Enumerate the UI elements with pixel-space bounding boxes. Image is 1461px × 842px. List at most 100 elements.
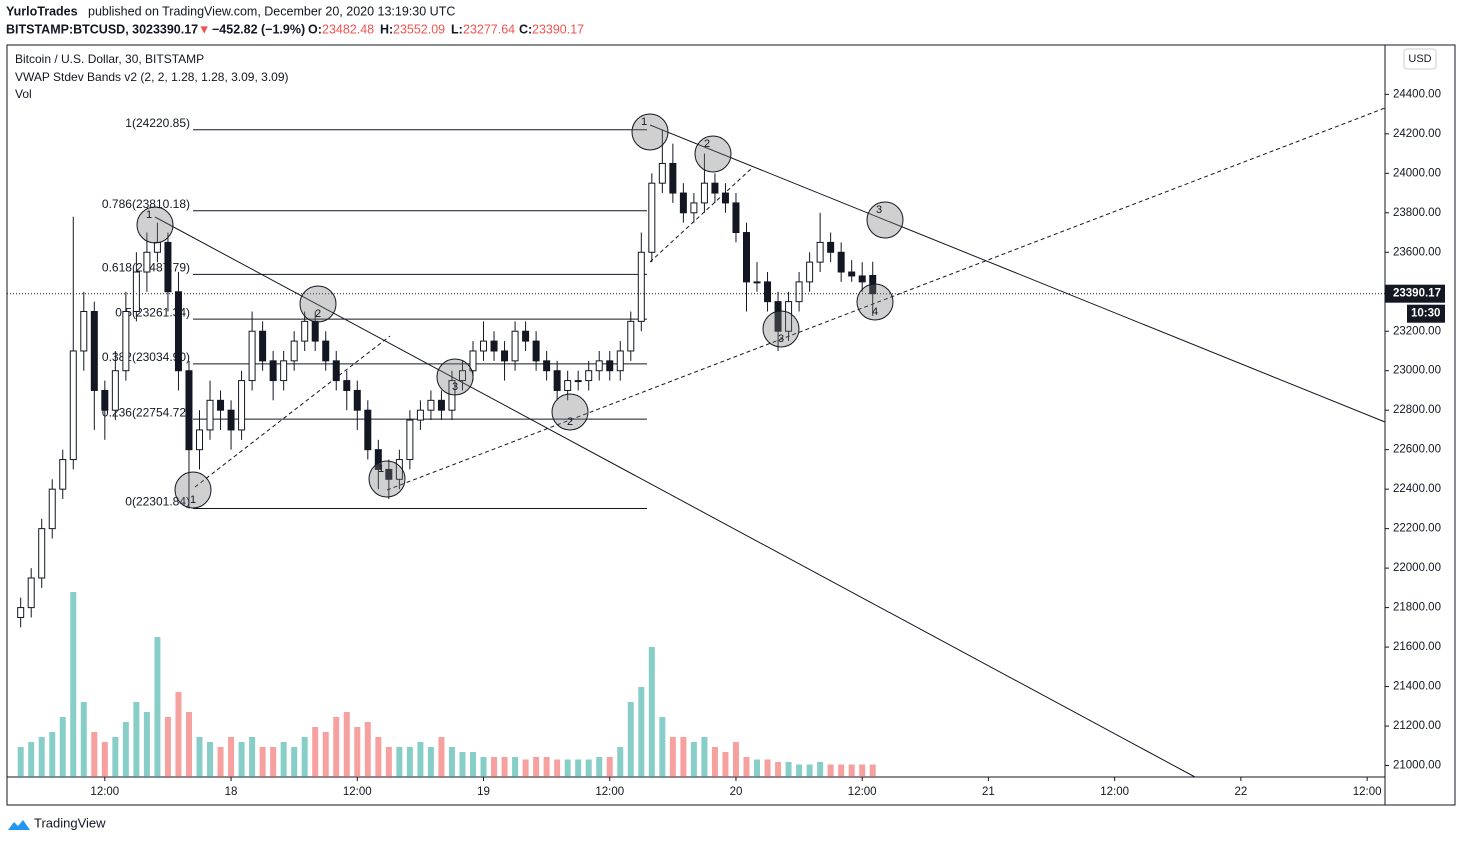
trend-line bbox=[194, 335, 391, 488]
volume-bar bbox=[375, 737, 382, 777]
candle-body bbox=[111, 370, 119, 411]
volume-bar bbox=[480, 757, 487, 777]
fib-label: 1(24220.85) bbox=[125, 116, 190, 130]
volume-bar bbox=[164, 717, 171, 777]
candle-body bbox=[322, 340, 330, 362]
h-label: H: bbox=[380, 22, 393, 36]
volume-bar bbox=[238, 742, 245, 777]
candle-body bbox=[59, 459, 67, 490]
volume-bar bbox=[438, 737, 445, 777]
volume-bar bbox=[28, 742, 35, 777]
countdown-box bbox=[1407, 304, 1445, 323]
pattern-point bbox=[631, 113, 669, 151]
currency[interactable]: USD bbox=[1408, 53, 1431, 65]
publisher: YurloTrades bbox=[6, 4, 78, 18]
l-value: 23277.64 bbox=[463, 22, 515, 36]
y-tick-label: 21800.00 bbox=[1393, 602, 1441, 614]
y-tick-label: 23200.00 bbox=[1393, 325, 1441, 337]
legend-series: Bitcoin / U.S. Dollar, 30, BITSTAMP bbox=[15, 52, 204, 66]
volume-bar bbox=[322, 732, 329, 777]
candle-body bbox=[490, 340, 498, 352]
candle-body bbox=[27, 577, 35, 609]
candle-body bbox=[690, 202, 698, 214]
l-label: L: bbox=[451, 22, 463, 36]
pattern-label: 2 bbox=[704, 138, 710, 150]
candle-body bbox=[217, 399, 225, 411]
o-value: 23482.48 bbox=[322, 22, 374, 36]
candle-body bbox=[195, 429, 203, 451]
pattern-point bbox=[694, 135, 732, 173]
currency-button[interactable] bbox=[1403, 48, 1437, 70]
candle-body bbox=[764, 281, 772, 303]
pattern-point bbox=[136, 206, 174, 244]
countdown: 10:30 bbox=[1411, 308, 1440, 320]
candle-body bbox=[374, 449, 382, 470]
candle-body bbox=[532, 340, 540, 362]
candle-body bbox=[332, 360, 340, 382]
o-label: O: bbox=[308, 22, 322, 36]
footer: TradingView bbox=[8, 815, 106, 830]
volume-bar bbox=[143, 712, 150, 777]
volume-bar bbox=[417, 742, 424, 777]
pattern-label: 3 bbox=[778, 333, 784, 345]
candle-body bbox=[343, 380, 351, 391]
legend-volume: Vol bbox=[15, 87, 32, 101]
volume-bar bbox=[364, 722, 371, 777]
volume-bar bbox=[396, 747, 403, 777]
candle-body bbox=[795, 281, 803, 303]
candle-body bbox=[837, 251, 845, 273]
pattern-label: 1 bbox=[146, 209, 152, 221]
last-price: 23390.17 bbox=[146, 22, 198, 36]
pattern-point bbox=[866, 201, 904, 239]
fib-label: 0(22301.84) bbox=[125, 495, 190, 509]
y-tick-label: 22400.00 bbox=[1393, 483, 1441, 495]
y-tick-label: 21000.00 bbox=[1393, 760, 1441, 772]
candle-body bbox=[574, 380, 582, 383]
volume-bar bbox=[469, 752, 476, 777]
y-tick-label: 22800.00 bbox=[1393, 404, 1441, 416]
legend-indicator: VWAP Stdev Bands v2 (2, 2, 1.28, 1.28, 3… bbox=[15, 70, 289, 84]
pattern-point bbox=[299, 285, 337, 323]
candle-body bbox=[132, 271, 140, 312]
volume-bar bbox=[606, 757, 613, 777]
candle-body bbox=[785, 301, 793, 332]
candle-body bbox=[122, 310, 130, 372]
pattern-label: 2 bbox=[567, 416, 573, 428]
volume-bar bbox=[196, 737, 203, 777]
candle-body bbox=[858, 275, 866, 283]
trend-lines bbox=[154, 107, 1386, 778]
volume-bar bbox=[312, 727, 319, 777]
volume-bar bbox=[533, 757, 540, 777]
volume-bar bbox=[648, 647, 655, 777]
trend-line bbox=[386, 107, 1386, 491]
volume-bar bbox=[175, 692, 182, 777]
volume-bar bbox=[564, 759, 571, 777]
volume-bar bbox=[859, 764, 866, 777]
y-tick-label: 23800.00 bbox=[1393, 207, 1441, 219]
candle-body bbox=[679, 192, 687, 214]
fib-label: 0.786(23810.18) bbox=[102, 197, 190, 211]
candle-body bbox=[206, 399, 214, 431]
volume-bar bbox=[217, 747, 224, 777]
volume-bar bbox=[38, 737, 45, 777]
candle-body bbox=[185, 370, 193, 451]
candle-body bbox=[469, 350, 477, 372]
published: published on TradingView.com, December 2… bbox=[88, 4, 455, 18]
volume-bar bbox=[659, 717, 666, 777]
volume-bar bbox=[17, 747, 24, 777]
y-tick-label: 21200.00 bbox=[1393, 720, 1441, 732]
candle-body bbox=[280, 360, 288, 382]
candle-body bbox=[806, 261, 814, 283]
volume-bar bbox=[585, 759, 592, 777]
volume-bar bbox=[59, 717, 66, 777]
candle-body bbox=[616, 350, 624, 372]
x-tick-label: 19 bbox=[477, 786, 490, 798]
volume-bar bbox=[627, 702, 634, 777]
volume-bar bbox=[754, 759, 761, 777]
volume-bar bbox=[764, 759, 771, 777]
fib-label: 0.236(22754.72) bbox=[102, 405, 190, 419]
candle-body bbox=[774, 301, 782, 332]
candle-body bbox=[38, 528, 46, 579]
candle-body bbox=[227, 409, 235, 431]
volume-bar bbox=[133, 702, 140, 777]
